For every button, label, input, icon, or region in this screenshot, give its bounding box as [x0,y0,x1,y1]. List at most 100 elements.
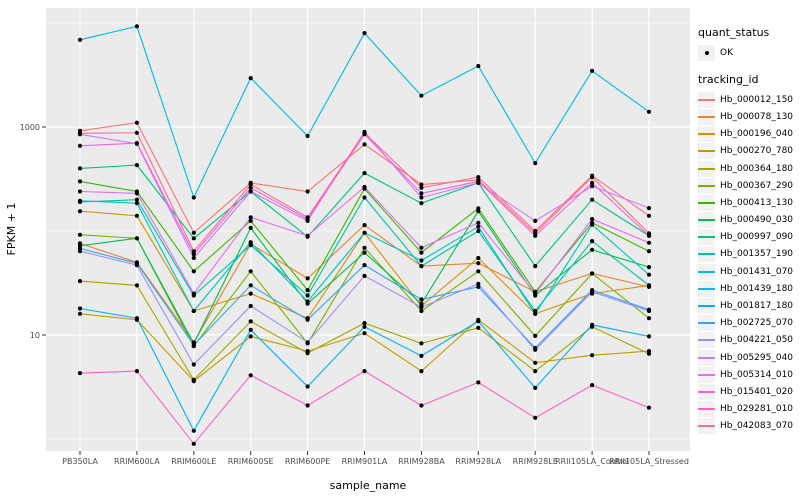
legend-item-label: OK [720,47,733,58]
legend-item-Hb_001357_190[interactable]: Hb_001357_190 [698,246,798,263]
data-point [362,321,367,326]
line-swatch-icon [698,150,715,153]
data-point [77,189,83,194]
legend-item-quant-ok[interactable]: OK [698,44,798,61]
data-point [191,252,196,257]
data-point [248,243,253,248]
line-swatch-icon [698,115,715,118]
data-point [590,68,595,73]
legend-item-Hb_000364_180[interactable]: Hb_000364_180 [698,160,798,177]
legend-key-swatch [698,160,715,177]
data-point [419,185,424,190]
data-point [419,301,424,306]
legend-key-swatch [698,212,715,229]
legend-item-Hb_001431_070[interactable]: Hb_001431_070 [698,263,798,280]
data-point [305,133,310,139]
data-point [476,319,481,324]
line-swatch-icon [698,425,715,428]
data-point [134,201,139,206]
legend-item-label: Hb_000490_030 [720,215,794,226]
legend-key-swatch [698,246,715,263]
data-point [419,250,424,255]
legend-item-Hb_042083_070[interactable]: Hb_042083_070 [698,418,798,435]
line-swatch-icon [698,270,715,273]
data-point [646,240,652,245]
data-point [362,230,367,235]
y-tick-label: 1000 [20,123,40,132]
data-point [248,269,253,274]
legend-item-label: Hb_001431_070 [720,266,794,277]
legend-item-Hb_000490_030[interactable]: Hb_000490_030 [698,212,798,229]
legend-key-swatch [698,383,715,400]
data-point [191,362,196,367]
data-point [248,283,253,288]
legend-item-Hb_004221_050[interactable]: Hb_004221_050 [698,332,798,349]
legend-item-Hb_000997_090[interactable]: Hb_000997_090 [698,229,798,246]
legend-spacer [698,61,798,73]
x-tick-label: RRIM928BA [398,457,445,466]
legend-item-label: Hb_000078_130 [720,111,794,122]
legend-item-label: Hb_005295_040 [720,352,794,363]
legend-key-swatch [698,194,715,211]
data-point [419,403,424,408]
data-point [362,245,367,250]
data-point [590,322,595,327]
x-tick-label: RRIM600PE [285,457,331,466]
legend-item-Hb_015401_020[interactable]: Hb_015401_020 [698,383,798,400]
legend-item-Hb_000012_150[interactable]: Hb_000012_150 [698,91,798,108]
legend-item-Hb_000413_130[interactable]: Hb_000413_130 [698,194,798,211]
legend-item-Hb_000367_290[interactable]: Hb_000367_290 [698,177,798,194]
data-point [305,215,310,220]
data-point [191,308,196,314]
line-swatch-icon [698,98,715,101]
data-point [191,428,196,433]
data-point [191,195,196,200]
data-point [476,255,481,261]
data-point [419,369,424,374]
data-point [362,331,367,336]
data-point [590,289,595,294]
legend-item-Hb_029281_010[interactable]: Hb_029281_010 [698,401,798,418]
data-point [533,233,538,238]
legend-item-label: Hb_005314_010 [720,369,794,380]
legend-item-Hb_001817_180[interactable]: Hb_001817_180 [698,297,798,315]
data-point [77,37,83,42]
data-point [419,297,424,302]
data-point [134,120,139,125]
data-point [305,288,310,293]
data-point [134,369,139,374]
data-point [248,225,253,230]
data-point [533,385,538,390]
data-point [362,130,367,135]
x-tick-label: RRIM928LA [455,457,501,466]
data-point [77,232,83,237]
legend-item-Hb_005314_010[interactable]: Hb_005314_010 [698,366,798,383]
legend-item-label: Hb_000012_150 [720,94,794,105]
legend-key-swatch [698,366,715,383]
data-point [362,171,367,176]
legend-item-Hb_005295_040[interactable]: Hb_005295_040 [698,349,798,366]
data-point [533,228,538,234]
legend-item-Hb_000270_780[interactable]: Hb_000270_780 [698,143,798,160]
legend-item-Hb_001439_180[interactable]: Hb_001439_180 [698,280,798,297]
line-swatch-icon [698,167,715,170]
data-point [77,131,83,136]
data-point [646,109,652,114]
data-point [191,236,196,241]
data-point [248,291,253,296]
data-point [248,182,253,187]
data-point [77,249,83,254]
data-point [590,173,595,178]
legend-item-label: Hb_000196_040 [720,129,794,140]
legend-item-Hb_000078_130[interactable]: Hb_000078_130 [698,108,798,125]
data-point [77,279,83,284]
legend-title-tracking-id: tracking_id [698,73,759,87]
legend-item-Hb_000196_040[interactable]: Hb_000196_040 [698,126,798,143]
data-point [646,213,652,218]
legend-item-Hb_002725_070[interactable]: Hb_002725_070 [698,315,798,332]
data-point [134,163,139,168]
data-point [533,218,538,223]
data-point [590,184,595,189]
